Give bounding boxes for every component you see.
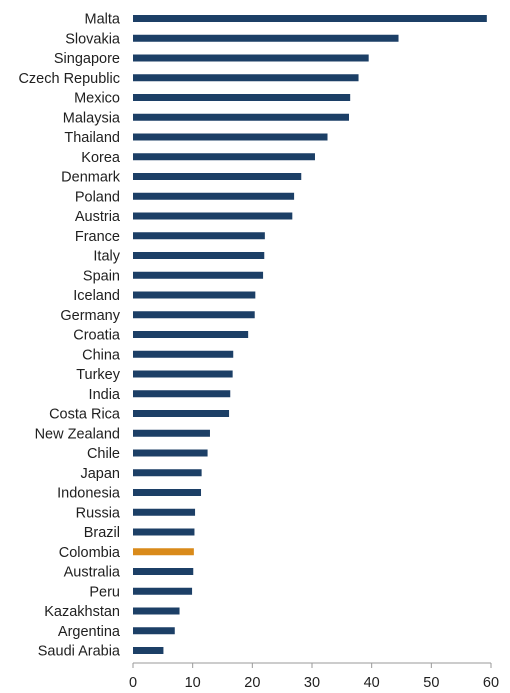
category-label-japan: Japan [80,466,120,482]
category-label-malta: Malta [85,12,121,28]
x-tick-label-0: 0 [129,675,137,691]
bar-malaysia [133,113,349,121]
x-tick-label-40: 40 [364,675,380,691]
bar-turkey [133,370,233,378]
category-label-chile: Chile [87,446,120,462]
category-label-croatia: Croatia [73,328,121,344]
category-label-singapore: Singapore [54,51,120,67]
bars-group [133,15,487,654]
category-label-poland: Poland [75,189,120,205]
bar-iceland [133,291,256,299]
category-label-thailand: Thailand [64,130,120,146]
bar-indonesia [133,489,202,496]
x-axis: 0 10 20 30 40 50 60 [129,662,499,691]
x-tick-label-10: 10 [185,675,201,691]
bar-singapore [133,54,369,62]
bar-australia [133,568,194,575]
category-label-czech-republic: Czech Republic [18,71,120,87]
bar-slovakia [133,34,399,42]
bar-new-zealand [133,429,210,437]
category-label-colombia: Colombia [59,545,121,561]
category-label-indonesia: Indonesia [57,486,121,502]
bar-argentina [133,627,175,635]
category-label-denmark: Denmark [61,170,121,186]
bar-poland [133,192,295,200]
bar-czech-republic [133,74,359,82]
category-labels: Malta Slovakia Singapore Czech Republic Mexi… [18,12,120,660]
bar-malta [133,15,487,22]
category-label-saudi-arabia: Saudi Arabia [38,644,121,660]
bar-brazil [133,528,195,536]
category-label-australia: Australia [64,565,121,581]
category-label-spain: Spain [83,268,120,284]
bar-chile [133,449,208,457]
category-label-russia: Russia [76,505,121,521]
category-label-mexico: Mexico [74,91,120,107]
x-tick-label-20: 20 [244,675,260,691]
category-label-china: China [82,347,121,363]
category-label-slovakia: Slovakia [65,31,121,47]
bar-mexico [133,94,351,101]
bar-denmark [133,173,302,180]
category-label-france: France [75,229,120,245]
category-label-kazakhstan: Kazakhstan [44,604,120,620]
bar-thailand [133,133,328,141]
x-tick-label-60: 60 [483,675,499,691]
category-label-new-zealand: New Zealand [35,426,120,442]
category-label-malaysia: Malaysia [63,110,121,126]
bar-france [133,232,265,240]
bar-croatia [133,331,249,338]
category-label-iceland: Iceland [73,288,120,304]
category-label-germany: Germany [60,308,120,324]
bar-peru [133,587,193,595]
bar-china [133,350,234,358]
x-tick-label-50: 50 [423,675,439,691]
category-label-peru: Peru [89,584,120,600]
bar-russia [133,508,196,516]
category-label-brazil: Brazil [84,525,120,541]
category-label-italy: Italy [93,249,120,265]
x-tick-label-30: 30 [304,675,320,691]
category-label-india: India [89,387,121,403]
bar-saudi-arabia [133,647,164,654]
bar-colombia [133,548,194,556]
bar-austria [133,212,293,220]
bar-korea [133,153,315,161]
category-label-turkey: Turkey [76,367,121,383]
bar-germany [133,311,255,319]
bar-costa-rica [133,410,230,417]
bar-italy [133,252,265,259]
category-label-korea: Korea [81,150,121,166]
bar-india [133,390,231,398]
category-label-argentina: Argentina [58,624,121,640]
bar-spain [133,271,264,279]
category-label-austria: Austria [75,209,121,225]
category-label-costa-rica: Costa Rica [49,407,121,423]
bar-kazakhstan [133,607,180,615]
bar-japan [133,469,202,477]
